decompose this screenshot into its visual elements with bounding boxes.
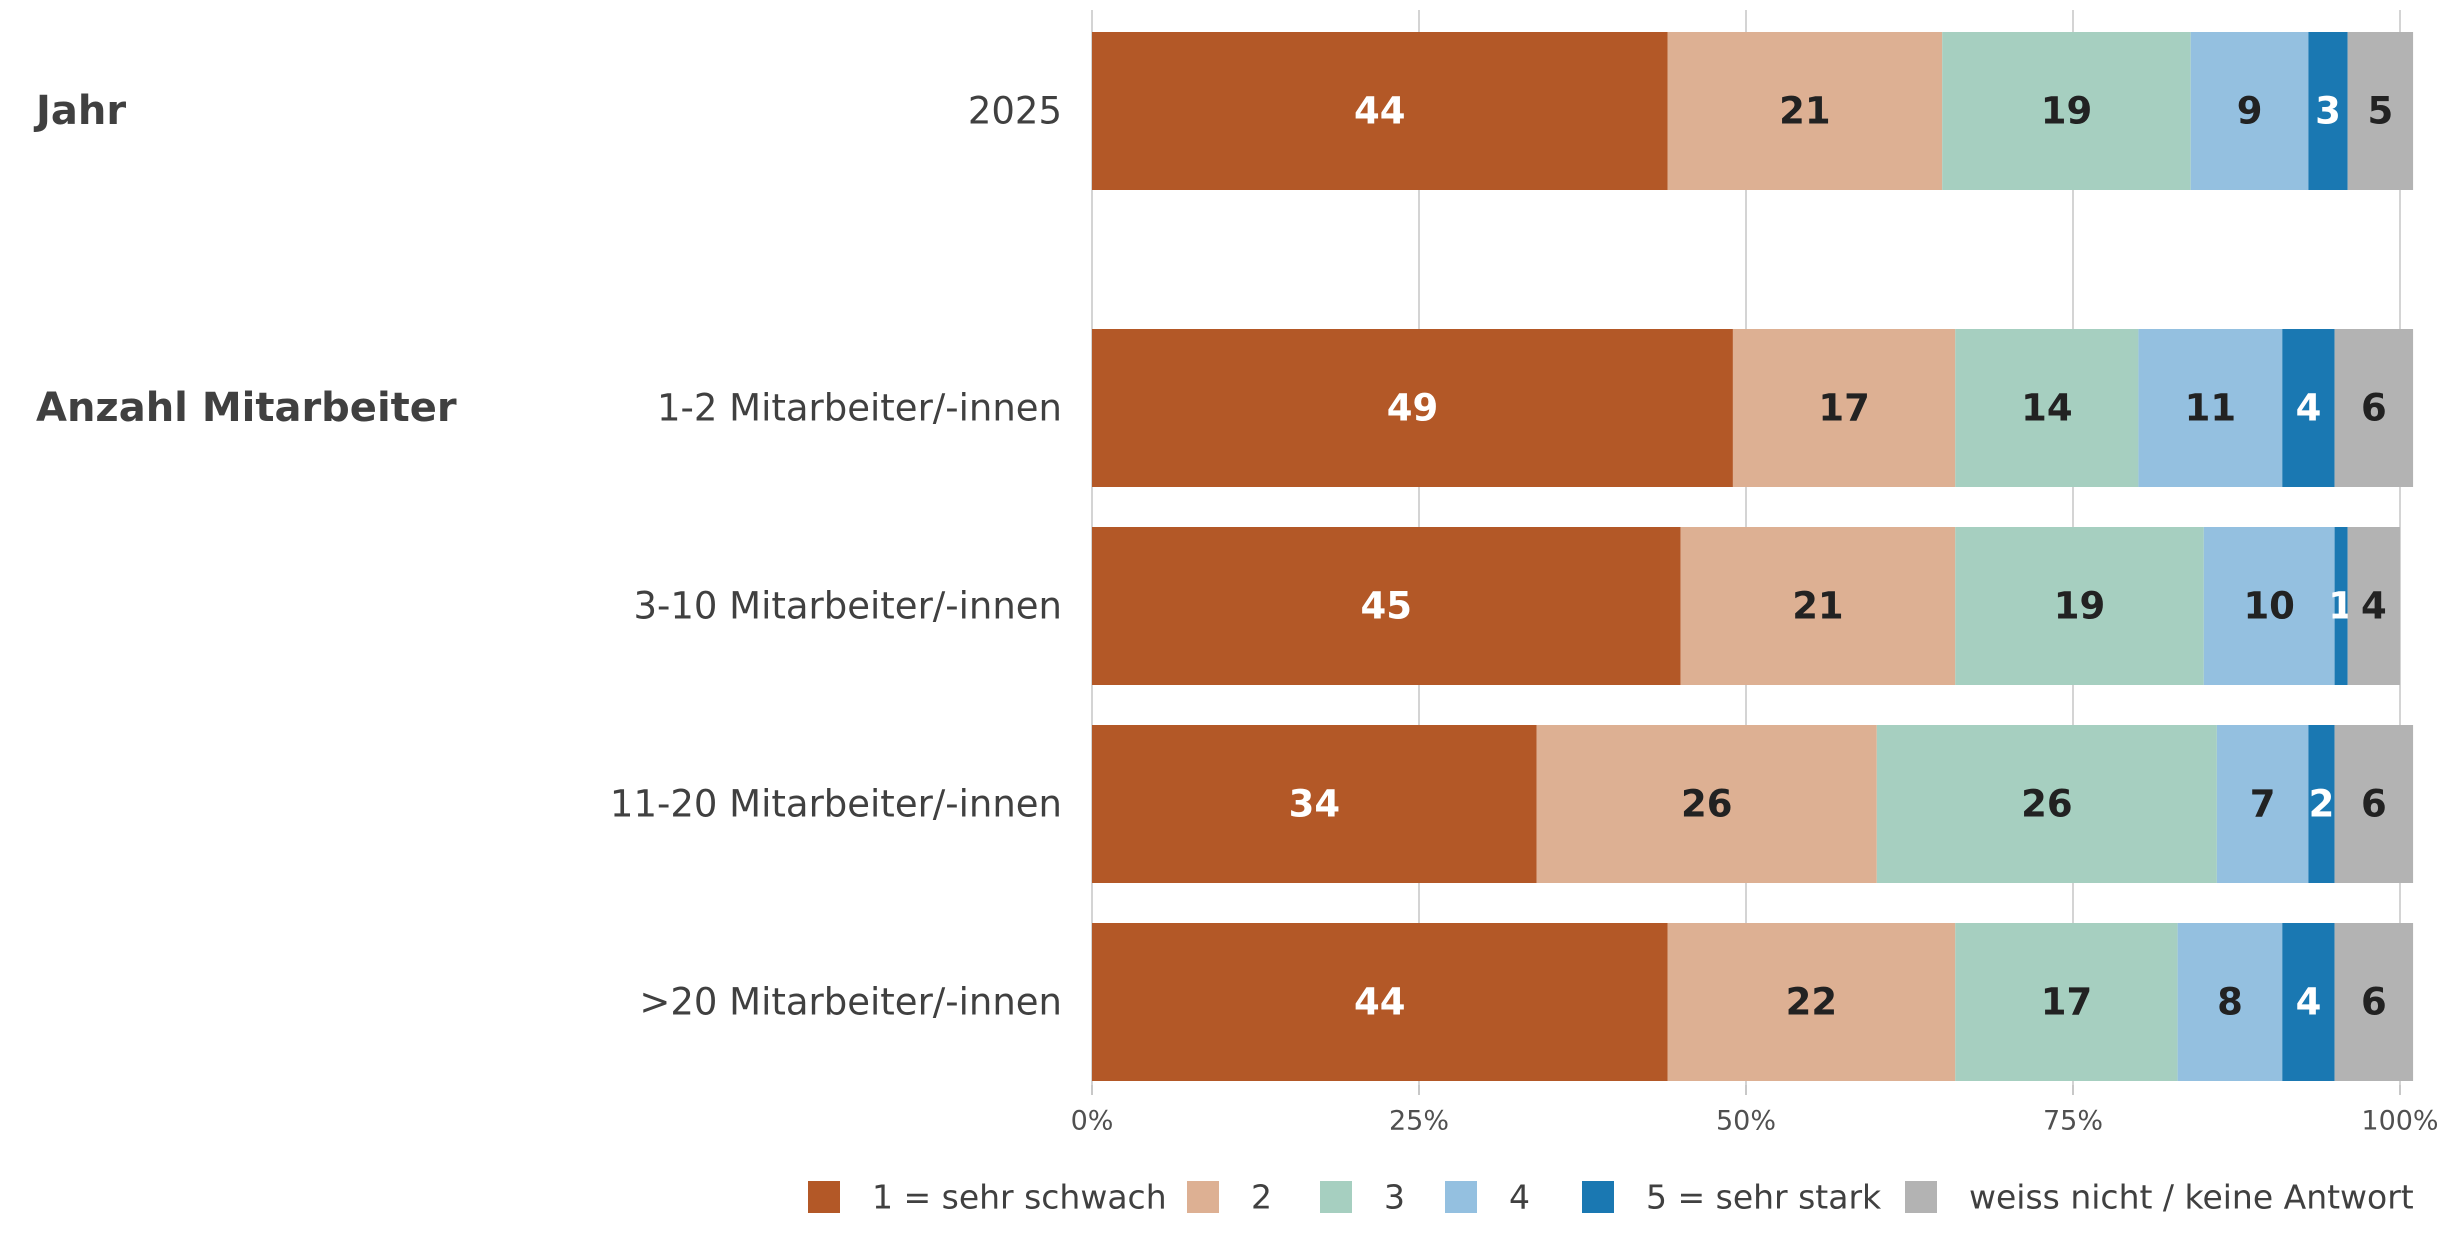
legend-label: weiss nicht / keine Antwort: [1969, 1178, 2414, 1217]
bar-segment: [1092, 725, 1537, 883]
bar-segment: [1955, 527, 2204, 685]
bar-segment: [1732, 329, 1956, 487]
legend: 1 = sehr schwach 2 3 4 5 = sehr stark weiss n…: [808, 1178, 2414, 1217]
legend-label: 2: [1251, 1178, 1272, 1217]
legend-swatch: [1320, 1181, 1352, 1213]
bar-segment: [2308, 725, 2335, 883]
category-label: 2025: [968, 90, 1062, 133]
data-label: 7: [2250, 783, 2276, 826]
bar-segment: [1667, 32, 1943, 190]
bar-row: 44 21 19 9 3 5: [1092, 32, 2414, 190]
data-label: 22: [1786, 981, 1838, 1024]
bar-segment: [2282, 329, 2335, 487]
bar-segment: [1092, 527, 1681, 685]
data-label: 21: [1792, 585, 1844, 628]
legend-item: weiss nicht / keine Antwort: [1905, 1178, 2414, 1217]
tick-label: 75%: [2043, 1106, 2103, 1137]
data-label: 6: [2361, 387, 2387, 430]
data-label: 14: [2021, 387, 2073, 430]
bar-row: 49 17 14 11 4 6: [1092, 329, 2414, 487]
legend-label: 4: [1509, 1178, 1530, 1217]
tick-label: 0%: [1071, 1106, 1114, 1137]
data-label: 11: [2185, 387, 2237, 430]
data-label: 4: [2296, 387, 2322, 430]
data-label: 44: [1354, 90, 1406, 133]
category-label: 1-2 Mitarbeiter/-innen: [657, 387, 1062, 430]
bar-segment: [1955, 923, 2178, 1081]
bar-segment: [1092, 923, 1668, 1081]
data-label: 21: [1779, 90, 1831, 133]
category-label: >20 Mitarbeiter/-innen: [639, 981, 1062, 1024]
bar-segment: [1092, 329, 1733, 487]
tick-label: 100%: [2361, 1106, 2438, 1137]
data-label: 4: [2296, 981, 2322, 1024]
legend-item: 5 = sehr stark: [1582, 1178, 1882, 1217]
data-label: 2: [2309, 783, 2335, 826]
data-label: 26: [2021, 783, 2073, 826]
bar-segment: [1942, 32, 2191, 190]
bar-row: 44 22 17 8 4 6: [1092, 923, 2414, 1081]
data-label: 6: [2361, 981, 2387, 1024]
bar-segment: [2347, 32, 2414, 190]
x-axis: 0% 25% 50% 75% 100%: [1071, 1085, 2439, 1137]
data-label: 8: [2217, 981, 2243, 1024]
bar-segment: [2308, 32, 2348, 190]
data-label: 3: [2315, 90, 2341, 133]
bar-segment: [2190, 32, 2309, 190]
bar-row: 45 21 19 10 1 4: [1092, 527, 2400, 685]
bar-segment: [1876, 725, 2217, 883]
bar-segment: [2334, 725, 2414, 883]
data-label: 19: [2054, 585, 2106, 628]
data-label: 26: [1681, 783, 1733, 826]
bar-segment: [2334, 527, 2348, 685]
group-label: Jahr: [33, 88, 126, 134]
data-label: 17: [2041, 981, 2093, 1024]
bar-segment: [2334, 329, 2414, 487]
bar-segment: [2177, 923, 2283, 1081]
data-label: 10: [2243, 585, 2295, 628]
bar-segment: [1667, 923, 1956, 1081]
data-label: 17: [1818, 387, 1870, 430]
bar-segment: [1536, 725, 1877, 883]
legend-swatch: [1187, 1181, 1219, 1213]
bars: 44 21 19 9 3 549 17 14 11 4 645 21 19 10 1 434 26 26 7 2 644…: [1092, 32, 2414, 1081]
legend-item: 4: [1445, 1178, 1530, 1217]
data-label: 19: [2041, 90, 2093, 133]
category-label: 11-20 Mitarbeiter/-innen: [610, 783, 1062, 826]
bar-segment: [2138, 329, 2283, 487]
bar-row: 34 26 26 7 2 6: [1092, 725, 2414, 883]
bar-segment: [1680, 527, 1956, 685]
category-labels: 2025 1-2 Mitarbeiter/-innen 3-10 Mitarbeit…: [33, 88, 1062, 1024]
data-label: 49: [1387, 387, 1439, 430]
tick-label: 50%: [1716, 1106, 1776, 1137]
data-label: 34: [1289, 783, 1341, 826]
legend-item: 1 = sehr schwach: [808, 1178, 1167, 1217]
data-label: 45: [1361, 585, 1413, 628]
category-label: 3-10 Mitarbeiter/-innen: [633, 585, 1062, 628]
legend-item: 2: [1187, 1178, 1272, 1217]
legend-label: 5 = sehr stark: [1646, 1178, 1882, 1217]
bar-segment: [2347, 527, 2400, 685]
data-label: 5: [2368, 90, 2394, 133]
legend-swatch: [808, 1181, 840, 1213]
legend-label: 1 = sehr schwach: [872, 1178, 1167, 1217]
data-label: 4: [2361, 585, 2387, 628]
tick-label: 25%: [1389, 1106, 1449, 1137]
data-label: 6: [2361, 783, 2387, 826]
legend-label: 3: [1384, 1178, 1405, 1217]
group-label: Anzahl Mitarbeiter: [36, 385, 457, 431]
data-label: 44: [1354, 981, 1406, 1024]
legend-swatch: [1905, 1181, 1937, 1213]
bar-segment: [1092, 32, 1668, 190]
bar-segment: [2334, 923, 2414, 1081]
bar-segment: [2216, 725, 2309, 883]
legend-item: 3: [1320, 1178, 1405, 1217]
bar-segment: [2282, 923, 2335, 1081]
data-label: 9: [2237, 90, 2263, 133]
bar-segment: [2203, 527, 2335, 685]
legend-swatch: [1582, 1181, 1614, 1213]
legend-swatch: [1445, 1181, 1477, 1213]
bar-segment: [1955, 329, 2139, 487]
